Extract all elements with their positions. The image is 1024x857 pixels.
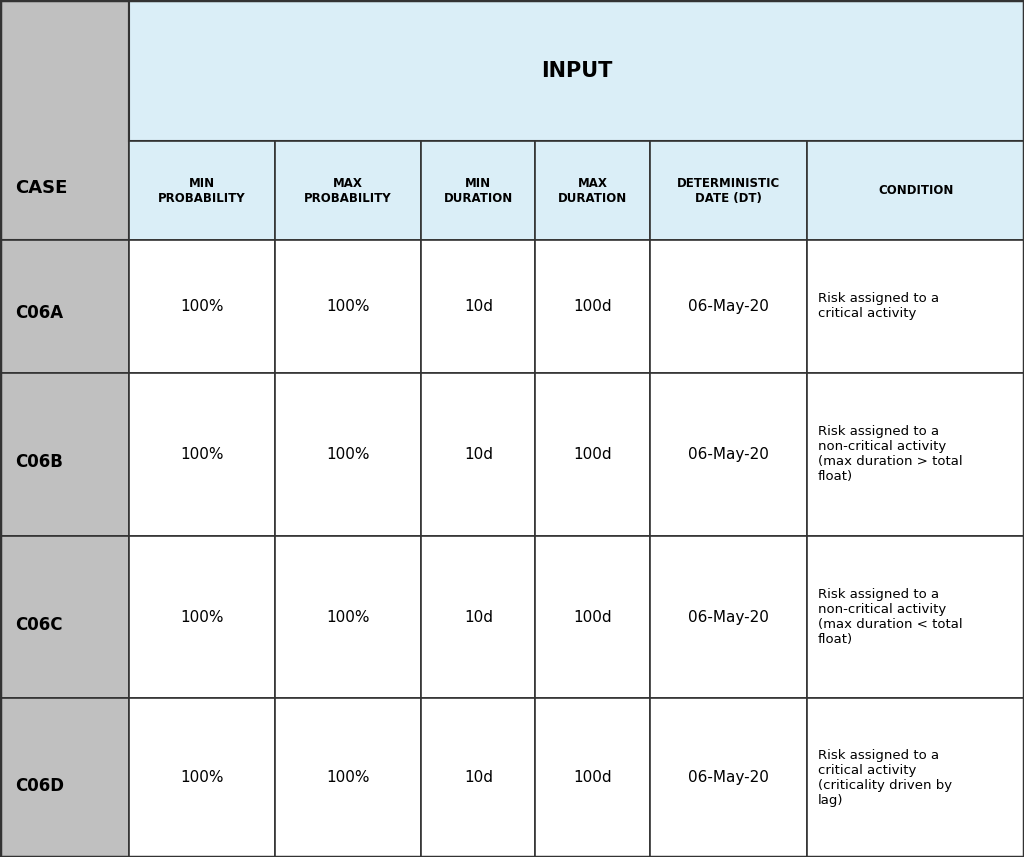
Bar [649,536,808,698]
Bar [129,0,1024,141]
Text: 100%: 100% [180,770,223,785]
Bar [0,698,129,857]
Bar [536,141,649,240]
Text: C06C: C06C [15,616,62,634]
Text: 100%: 100% [327,299,370,314]
Bar [421,240,536,373]
Text: 100%: 100% [180,446,223,462]
Text: 100d: 100d [573,609,611,625]
Text: CASE: CASE [15,179,68,197]
Text: 100d: 100d [573,446,611,462]
Bar [275,698,421,857]
Bar [808,536,1024,698]
Text: Risk assigned to a
non-critical activity
(max duration > total
float): Risk assigned to a non-critical activity… [818,425,963,483]
Text: Risk assigned to a
critical activity
(criticality driven by
lag): Risk assigned to a critical activity (cr… [818,749,952,806]
Text: 06-May-20: 06-May-20 [688,770,769,785]
Bar [421,698,536,857]
Bar [275,373,421,536]
Bar [129,698,275,857]
Text: 10d: 10d [464,299,493,314]
Text: 06-May-20: 06-May-20 [688,299,769,314]
Bar [536,698,649,857]
Bar [649,141,808,240]
Text: Risk assigned to a
non-critical activity
(max duration < total
float): Risk assigned to a non-critical activity… [818,588,963,646]
Bar [808,373,1024,536]
Text: 06-May-20: 06-May-20 [688,446,769,462]
Bar [649,373,808,536]
Bar [649,698,808,857]
Bar [649,240,808,373]
Bar [421,373,536,536]
Bar [536,536,649,698]
Text: MAX
PROBABILITY: MAX PROBABILITY [304,177,392,205]
Bar [275,240,421,373]
Text: MAX
DURATION: MAX DURATION [558,177,627,205]
Bar [275,536,421,698]
Bar [808,698,1024,857]
Text: MIN
DURATION: MIN DURATION [443,177,513,205]
Text: C06D: C06D [15,776,65,794]
Bar [421,141,536,240]
Text: DETERMINISTIC
DATE (DT): DETERMINISTIC DATE (DT) [677,177,780,205]
Text: 06-May-20: 06-May-20 [688,609,769,625]
Bar [0,536,129,698]
Bar [129,240,275,373]
Bar [275,141,421,240]
Bar [421,536,536,698]
Text: 100%: 100% [327,446,370,462]
Text: 100%: 100% [327,609,370,625]
Text: 100%: 100% [327,770,370,785]
Bar [536,240,649,373]
Text: C06A: C06A [15,304,63,322]
Text: MIN
PROBABILITY: MIN PROBABILITY [158,177,246,205]
Bar [808,141,1024,240]
Bar [129,536,275,698]
Text: 100%: 100% [180,609,223,625]
Bar [0,240,129,373]
Text: 10d: 10d [464,770,493,785]
Text: C06B: C06B [15,453,63,471]
Text: Risk assigned to a
critical activity: Risk assigned to a critical activity [818,292,939,321]
Bar [0,373,129,536]
Bar [129,373,275,536]
Bar [536,373,649,536]
Text: 100d: 100d [573,770,611,785]
Bar [0,0,129,240]
Text: CONDITION: CONDITION [878,184,953,197]
Text: 100d: 100d [573,299,611,314]
Text: 10d: 10d [464,609,493,625]
Bar [129,141,275,240]
Text: 100%: 100% [180,299,223,314]
Bar [808,240,1024,373]
Text: INPUT: INPUT [541,61,612,81]
Text: 10d: 10d [464,446,493,462]
